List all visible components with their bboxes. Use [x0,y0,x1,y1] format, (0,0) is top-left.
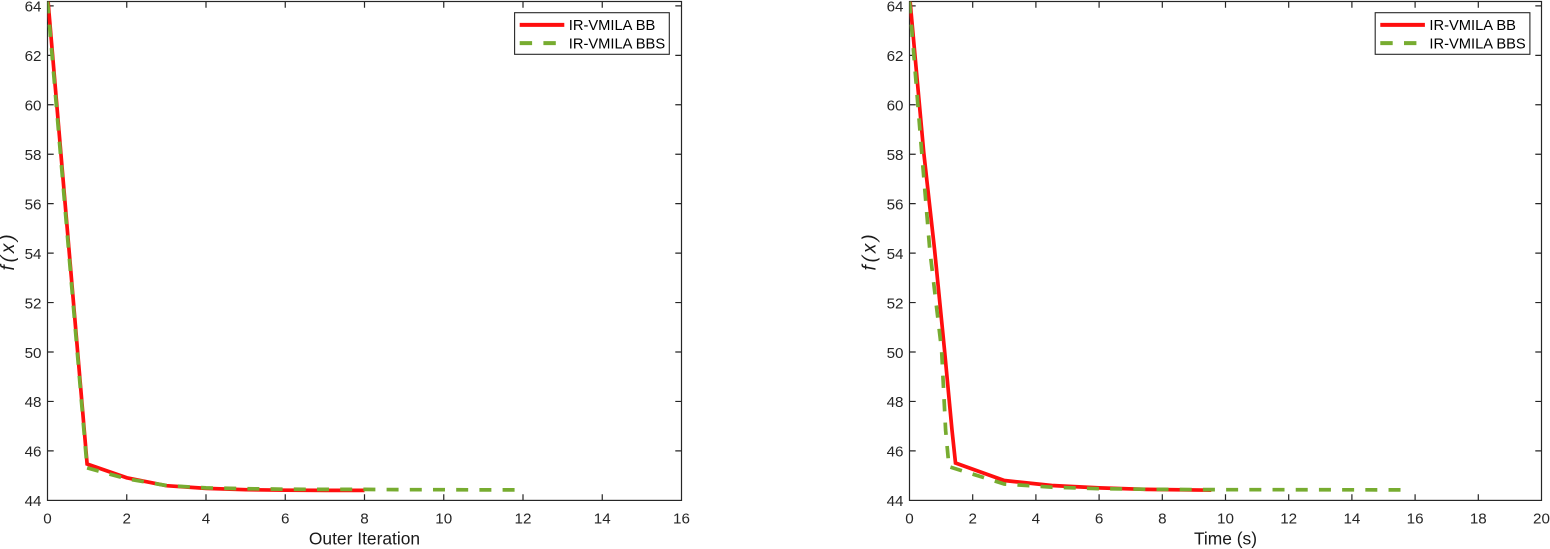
svg-text:64: 64 [887,0,904,16]
svg-text:12: 12 [1280,510,1297,527]
svg-text:50: 50 [25,345,42,362]
svg-text:44: 44 [887,493,904,510]
svg-text:6: 6 [281,510,289,527]
svg-text:44: 44 [25,493,42,510]
svg-text:2: 2 [968,510,976,527]
svg-text:0: 0 [905,510,913,527]
svg-text:62: 62 [887,48,904,65]
svg-text:54: 54 [25,246,42,263]
svg-text:50: 50 [887,345,904,362]
svg-text:Outer Iteration: Outer Iteration [309,528,420,548]
svg-text:10: 10 [435,510,452,527]
svg-text:14: 14 [1343,510,1360,527]
svg-text:12: 12 [515,510,532,527]
svg-text:IR-VMILA BBS: IR-VMILA BBS [569,36,666,52]
svg-text:56: 56 [25,196,42,213]
svg-text:18: 18 [1470,510,1487,527]
svg-text:58: 58 [887,147,904,164]
svg-text:60: 60 [887,98,904,115]
svg-text:4: 4 [202,510,210,527]
svg-text:2: 2 [123,510,131,527]
svg-text:IR-VMILA BB: IR-VMILA BB [1429,18,1516,34]
svg-text:10: 10 [1217,510,1234,527]
svg-text:IR-VMILA BBS: IR-VMILA BBS [1429,36,1526,52]
svg-text:6: 6 [1095,510,1103,527]
svg-text:62: 62 [25,48,42,65]
svg-text:14: 14 [594,510,611,527]
svg-text:52: 52 [25,295,42,312]
svg-text:8: 8 [1158,510,1166,527]
svg-text:46: 46 [25,444,42,461]
svg-text:48: 48 [887,394,904,411]
svg-text:4: 4 [1032,510,1040,527]
svg-text:0: 0 [43,510,51,527]
svg-text:60: 60 [25,98,42,115]
svg-text:58: 58 [25,147,42,164]
svg-text:16: 16 [673,510,690,527]
svg-text:56: 56 [887,196,904,213]
svg-text:f(x): f(x) [860,231,881,270]
svg-text:52: 52 [887,295,904,312]
svg-text:f(x): f(x) [0,231,19,270]
svg-text:20: 20 [1533,510,1550,527]
svg-text:54: 54 [887,246,904,263]
svg-text:64: 64 [25,0,42,16]
svg-text:46: 46 [887,444,904,461]
svg-text:Time (s): Time (s) [1194,528,1257,548]
svg-text:8: 8 [360,510,368,527]
svg-text:16: 16 [1407,510,1424,527]
svg-text:48: 48 [25,394,42,411]
svg-text:IR-VMILA BB: IR-VMILA BB [569,18,656,34]
